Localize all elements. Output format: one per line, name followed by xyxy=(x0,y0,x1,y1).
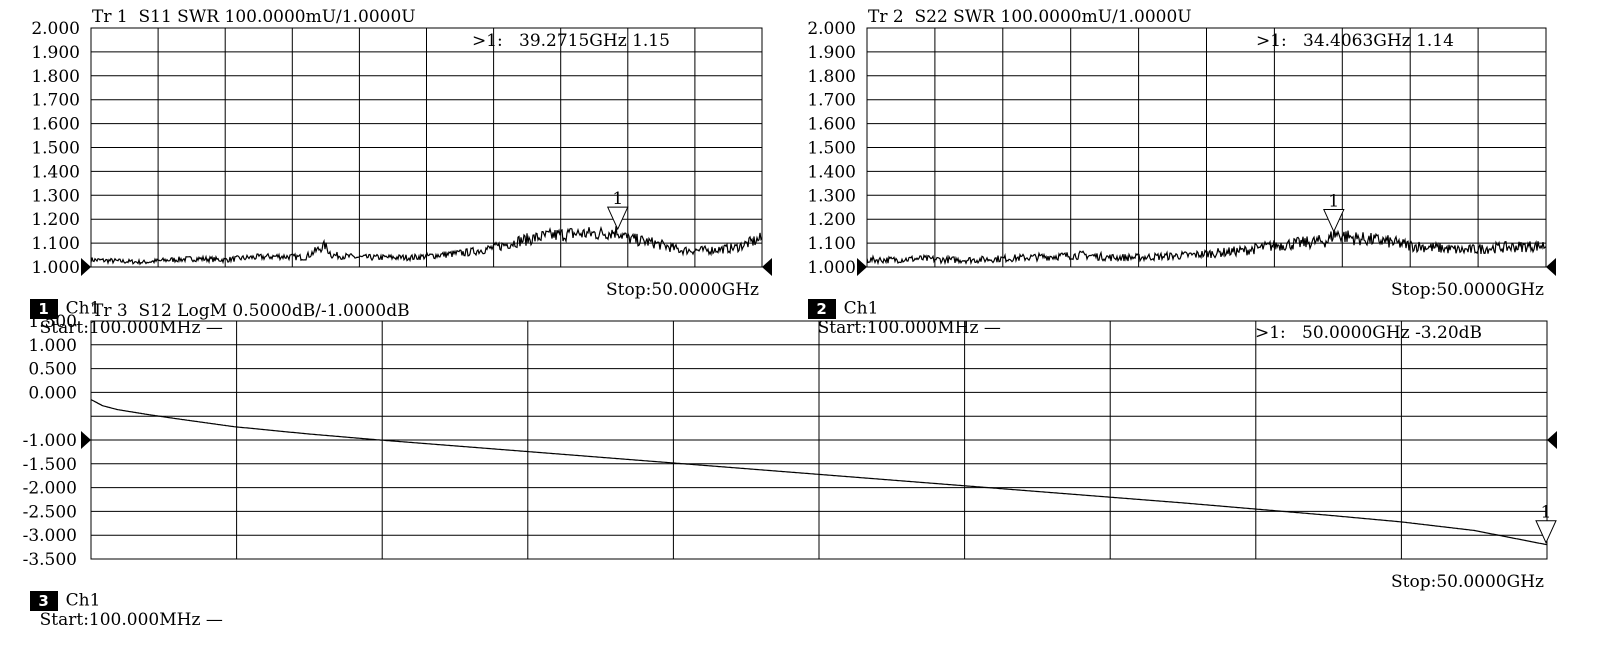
channel-1-badge[interactable]: 1 xyxy=(29,299,58,319)
trace-3-chart: 1.500 1.000 0.500 0.000 -1.000 -1.500 -2.000 -2… xyxy=(23,312,1557,570)
y-tick-label: 1.100 xyxy=(807,234,856,254)
y-tick-label: 1.300 xyxy=(31,186,80,206)
marker-label: 1 xyxy=(1541,503,1552,523)
y-tick-label: 1.400 xyxy=(807,162,856,182)
reference-left-icon xyxy=(81,258,91,276)
start-frequency: Start:100.000MHz — xyxy=(817,318,1001,338)
y-tick-label: -2.000 xyxy=(23,479,77,499)
trace-1-footer: 1 Ch1 Start:100.000MHz — xyxy=(8,281,223,355)
y-tick-label: 1.500 xyxy=(28,312,77,332)
y-tick-label: -2.500 xyxy=(23,502,77,522)
y-tick-label: 0.000 xyxy=(28,383,77,403)
channel-label: Ch1 xyxy=(65,298,101,319)
trace-2-header: Tr 2 S22 SWR 100.0000mU/1.0000U xyxy=(868,7,1192,27)
channel-3-badge[interactable]: 3 xyxy=(29,591,58,611)
y-tick-label: 1.600 xyxy=(31,115,80,135)
trace-2-pane: 2.000 1.900 1.800 1.700 1.600 1.500 1.400 1.300… xyxy=(778,0,1622,337)
y-tick-label: 1.500 xyxy=(807,139,856,159)
stop-frequency: Stop:50.0000GHz xyxy=(606,280,759,300)
y-tick-label: -3.000 xyxy=(23,526,77,546)
marker-icon xyxy=(606,206,629,231)
marker-label: 1 xyxy=(612,189,623,209)
y-tick-label: 1.900 xyxy=(807,43,856,63)
y-tick-label: 1.700 xyxy=(31,91,80,111)
y-tick-label: 1.400 xyxy=(31,162,80,182)
y-tick-label: 1.700 xyxy=(807,91,856,111)
y-tick-label: 1.200 xyxy=(807,210,856,230)
y-tick-label: 1.100 xyxy=(31,234,80,254)
trace-1-pane: 2.000 1.900 1.800 1.700 1.600 1.500 1.400 1.300… xyxy=(0,0,800,337)
y-tick-label: 1.800 xyxy=(807,67,856,87)
channel-label: Ch1 xyxy=(65,590,101,611)
y-tick-label: -1.500 xyxy=(23,455,77,475)
y-tick-label: 1.200 xyxy=(31,210,80,230)
y-tick-label: 1.000 xyxy=(31,258,80,278)
trace-2-marker-readout: >1: 34.4063GHz 1.14 xyxy=(1256,31,1454,51)
marker-icon xyxy=(1323,209,1345,233)
stop-frequency: Stop:50.0000GHz xyxy=(1391,280,1544,300)
y-tick-label: 0.500 xyxy=(28,360,77,380)
trace-3-pane: 1.500 1.000 0.500 0.000 -1.000 -1.500 -2.000 -2… xyxy=(0,300,1622,629)
trace-3-footer: 3 Ch1 Start:100.000MHz — xyxy=(8,573,223,647)
trace-line xyxy=(866,228,1547,266)
y-tick-label: 2.000 xyxy=(31,19,80,39)
y-tick-label: 1.600 xyxy=(807,115,856,135)
y-tick-label: 2.000 xyxy=(807,19,856,39)
trace-2-footer: 2 Ch1 Start:100.000MHz — xyxy=(786,281,1001,355)
y-tick-label: 1.500 xyxy=(31,139,80,159)
y-tick-label: 1.900 xyxy=(31,43,80,63)
marker-icon xyxy=(1535,520,1557,544)
stop-frequency: Stop:50.0000GHz xyxy=(1391,572,1544,592)
channel-label: Ch1 xyxy=(843,298,879,319)
reference-right-icon xyxy=(1547,431,1557,449)
trace-line xyxy=(90,398,1548,546)
y-tick-label: 1.000 xyxy=(807,258,856,278)
start-frequency: Start:100.000MHz — xyxy=(39,610,223,630)
channel-2-badge[interactable]: 2 xyxy=(807,299,836,319)
y-tick-label: 1.300 xyxy=(807,186,856,206)
trace-3-marker-readout: >1: 50.0000GHz -3.20dB xyxy=(1255,323,1483,343)
trace-3-header: Tr 3 S12 LogM 0.5000dB/-1.0000dB xyxy=(92,301,410,321)
start-frequency: Start:100.000MHz — xyxy=(39,318,223,338)
marker-label: 1 xyxy=(1328,192,1339,212)
y-tick-label: 1.000 xyxy=(28,336,77,356)
reference-right-icon xyxy=(762,258,772,276)
y-tick-label: -3.500 xyxy=(23,550,77,570)
reference-left-icon xyxy=(81,431,91,449)
trace-1-marker-readout: >1: 39.2715GHz 1.15 xyxy=(472,31,670,51)
trace-1-header: Tr 1 S11 SWR 100.0000mU/1.0000U xyxy=(92,7,416,27)
reference-right-icon xyxy=(1546,258,1556,276)
trace-2-chart: 2.000 1.900 1.800 1.700 1.600 1.500 1.400 1.300… xyxy=(807,19,1556,278)
reference-left-icon xyxy=(857,258,867,276)
trace-line xyxy=(90,225,763,266)
y-tick-label: -1.000 xyxy=(23,431,77,451)
trace-1-chart: 2.000 1.900 1.800 1.700 1.600 1.500 1.400 1.300… xyxy=(31,19,772,278)
y-tick-label: 1.800 xyxy=(31,67,80,87)
